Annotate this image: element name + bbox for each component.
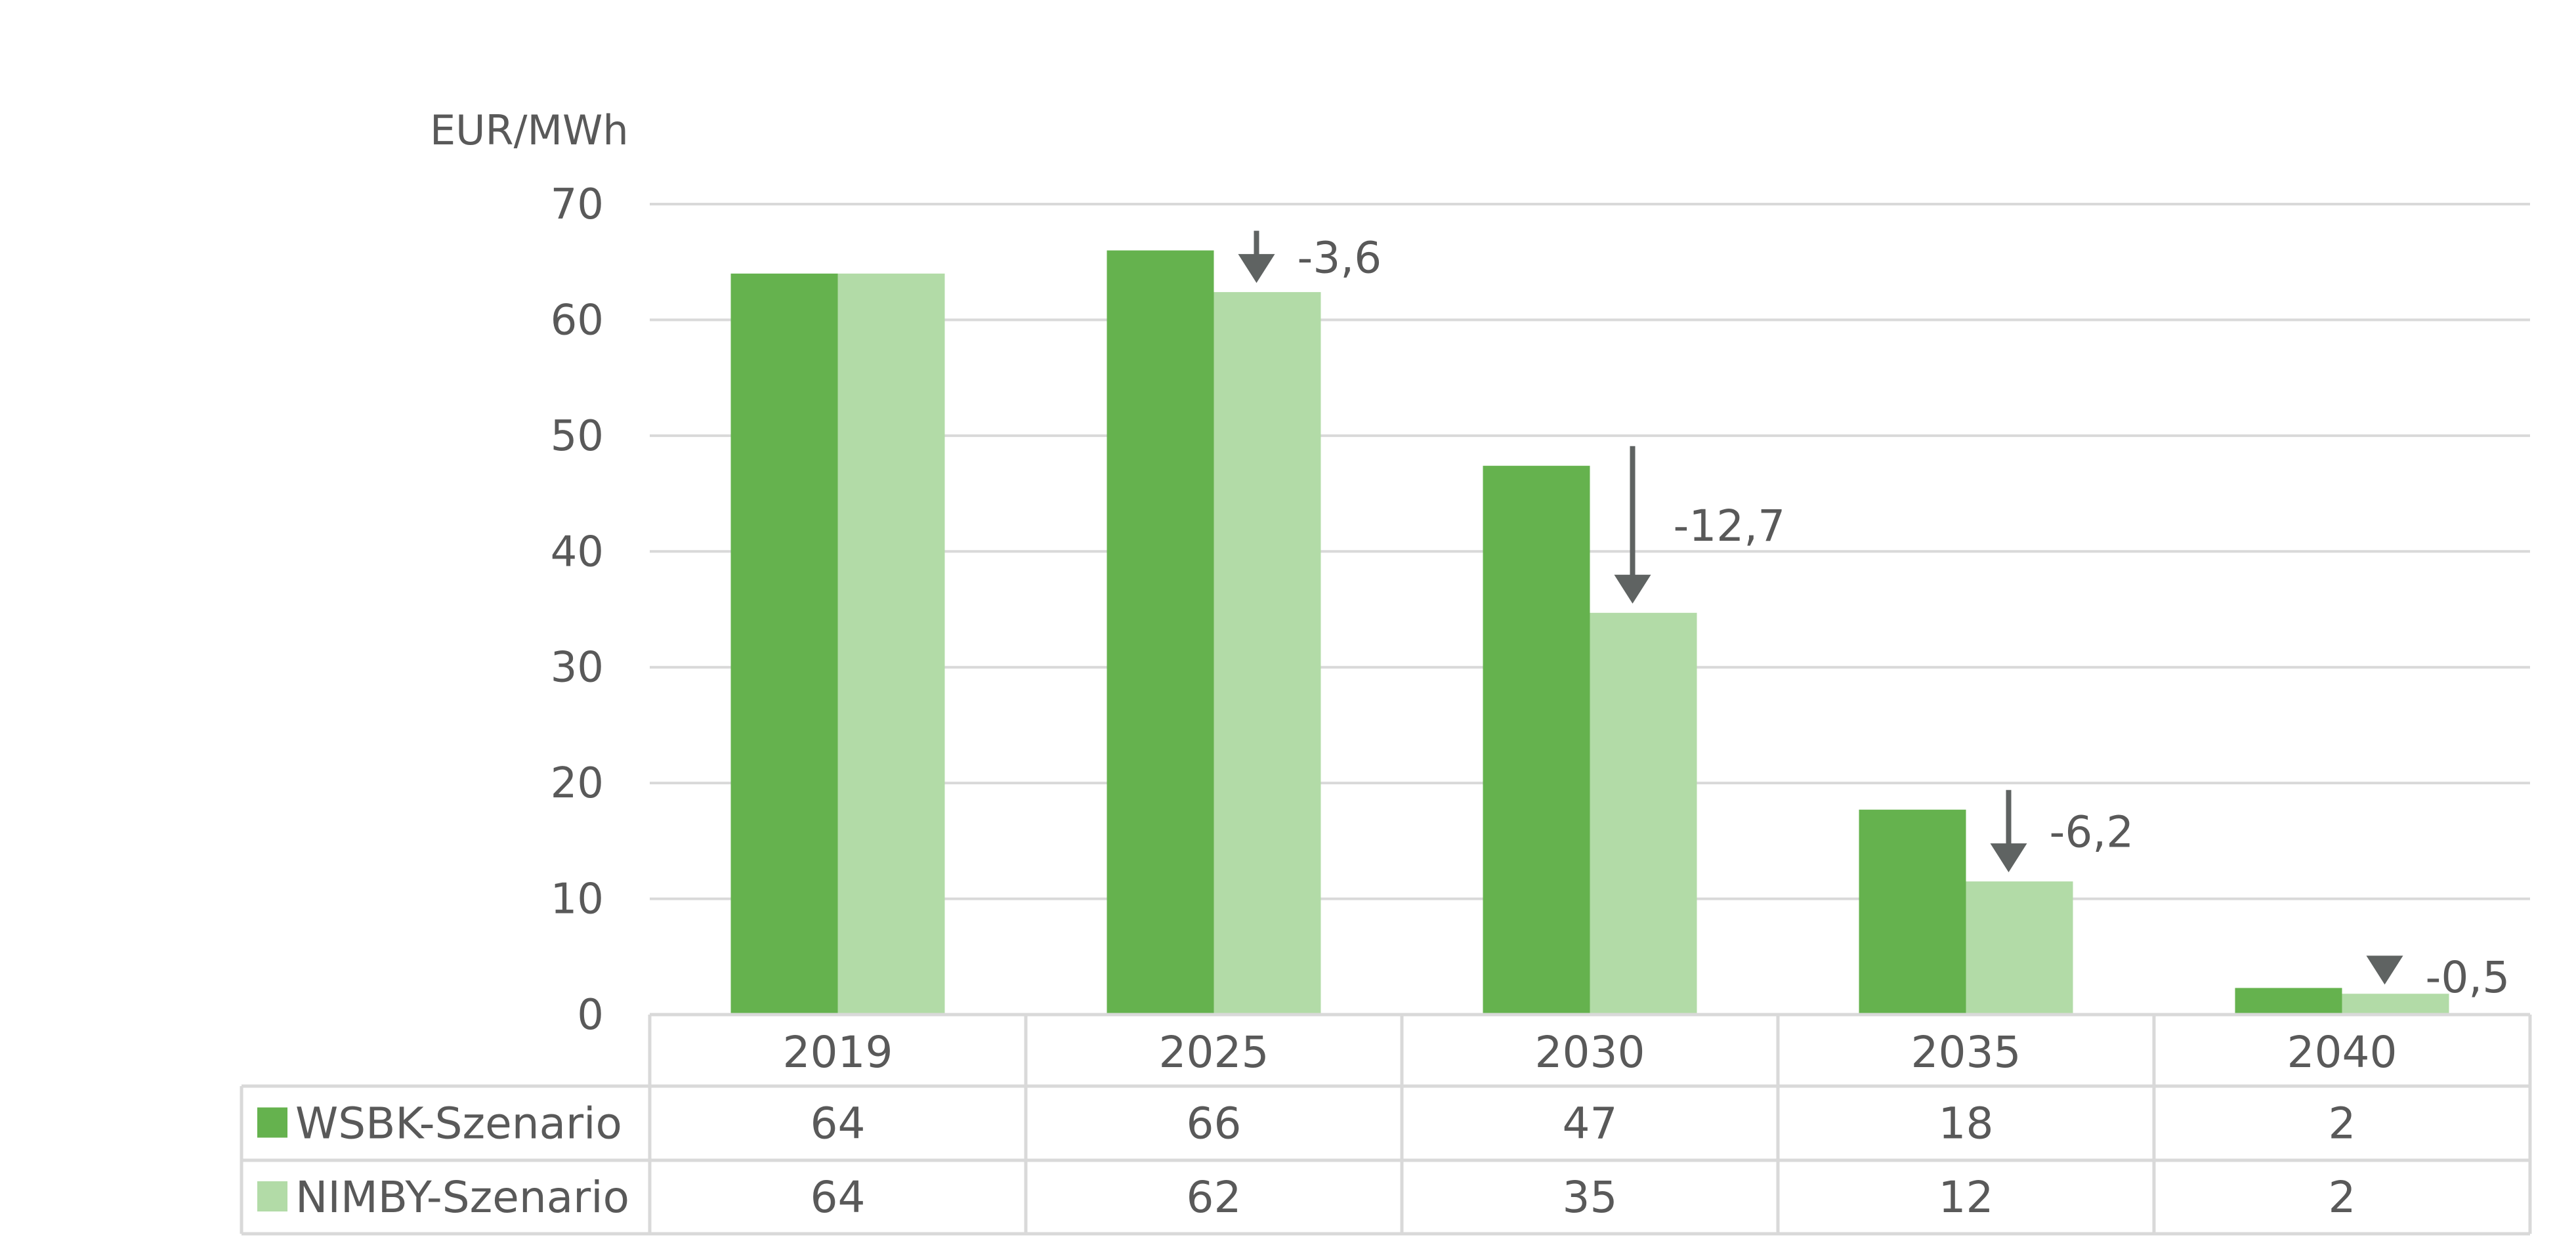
legend-label: NIMBY-Szenario bbox=[295, 1172, 629, 1223]
bar bbox=[1859, 809, 1966, 1015]
y-axis-unit-label: EUR/MWh bbox=[430, 106, 629, 154]
legend-swatch bbox=[257, 1181, 287, 1211]
y-tick-label: 30 bbox=[551, 644, 604, 692]
difference-arrow bbox=[1614, 446, 1651, 604]
bar bbox=[730, 273, 838, 1015]
arrow-head bbox=[2366, 956, 2403, 985]
table-value: 35 bbox=[1563, 1172, 1618, 1223]
table-value: 64 bbox=[811, 1099, 866, 1149]
x-category-label: 2035 bbox=[1911, 1027, 2021, 1078]
table-value: 2 bbox=[2329, 1172, 2356, 1223]
table-value: 18 bbox=[1939, 1099, 1994, 1149]
x-category-label: 2040 bbox=[2287, 1027, 2397, 1078]
y-axis-ticks: 0 10 20 30 40 50 60 70 bbox=[551, 180, 604, 1040]
legend-label: WSBK-Szenario bbox=[295, 1099, 622, 1149]
y-tick-label: 20 bbox=[551, 759, 604, 808]
y-tick-label: 70 bbox=[551, 180, 604, 229]
y-tick-label: 0 bbox=[577, 991, 604, 1040]
difference-label: -6,2 bbox=[2050, 807, 2134, 857]
difference-annotations: -3,6 -12,7 -6,2 -0,5 bbox=[1238, 230, 2510, 1003]
bar bbox=[2235, 988, 2342, 1015]
difference-arrow bbox=[1238, 230, 1275, 284]
bar bbox=[1483, 465, 1590, 1015]
arrow-head bbox=[1614, 574, 1651, 604]
x-category-label: 2025 bbox=[1159, 1027, 1269, 1078]
table-value: 2 bbox=[2329, 1099, 2356, 1149]
difference-label: -3,6 bbox=[1298, 232, 1382, 283]
legend-swatch bbox=[257, 1107, 287, 1138]
bar bbox=[1107, 250, 1214, 1015]
bar bbox=[1214, 292, 1321, 1015]
table-value: 12 bbox=[1939, 1172, 1994, 1223]
x-category-label: 2030 bbox=[1535, 1027, 1645, 1078]
difference-label: -12,7 bbox=[1674, 501, 1786, 551]
y-tick-label: 50 bbox=[551, 412, 604, 461]
table-value: 62 bbox=[1187, 1172, 1242, 1223]
bars bbox=[730, 250, 2449, 1015]
arrow-head bbox=[1238, 254, 1275, 284]
y-tick-label: 10 bbox=[551, 875, 604, 924]
y-tick-label: 60 bbox=[551, 296, 604, 345]
bar bbox=[1966, 881, 2073, 1015]
difference-label: -0,5 bbox=[2426, 952, 2510, 1003]
table-value: 47 bbox=[1563, 1099, 1618, 1149]
bar bbox=[1590, 612, 1697, 1015]
y-tick-label: 40 bbox=[551, 528, 604, 576]
difference-arrow bbox=[1990, 789, 2027, 873]
x-category-label: 2019 bbox=[783, 1027, 893, 1078]
difference-arrow bbox=[2366, 956, 2403, 985]
table-value: 64 bbox=[811, 1172, 866, 1223]
bar bbox=[837, 273, 945, 1015]
data-table: 2019 2025 2030 2035 2040 WSBK-Szenario 64 66 47 1… bbox=[240, 1013, 2532, 1236]
bar bbox=[2342, 994, 2449, 1015]
table-value: 66 bbox=[1187, 1099, 1242, 1149]
arrow-head bbox=[1990, 843, 2027, 873]
